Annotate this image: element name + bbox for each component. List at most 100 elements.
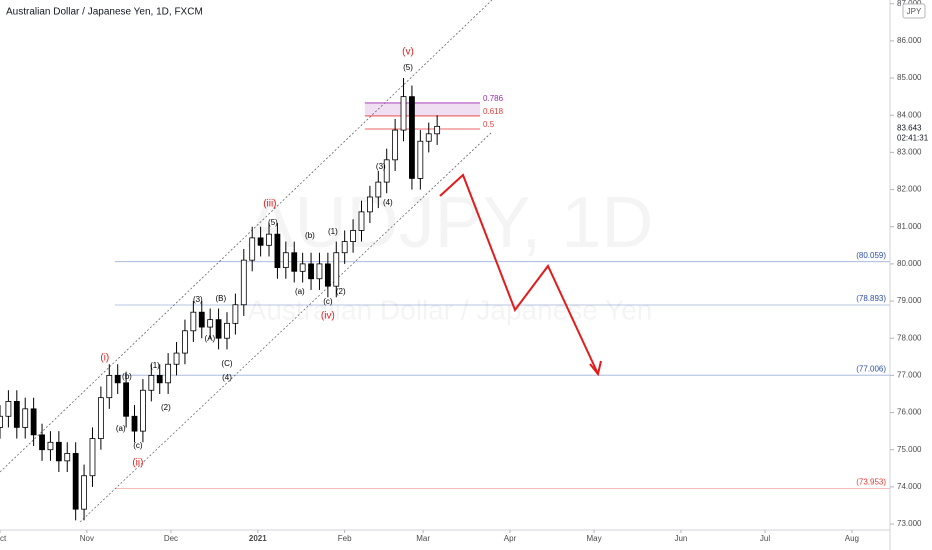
candle-body [207,319,214,328]
countdown: 02:41:31 [897,134,929,143]
wave-label: (5) [403,63,413,72]
x-tick-label: Feb [338,534,352,543]
currency-label: JPY [907,7,922,16]
y-tick-label: 76.000 [897,408,922,417]
candle-body [249,237,256,261]
level-label: (77.006) [856,364,886,373]
candle-body [266,233,272,246]
wave-label: (v) [402,47,414,58]
level-label: (73.953) [856,478,886,487]
candle-body [375,181,382,198]
annotation-layer: (v)(5)(iii)(5)(b) (1)(a)(c)(2)(iv)(3)(4)(… [100,47,413,469]
candle-body [224,322,230,339]
candle-body [89,438,96,477]
candle-body [434,125,441,135]
candle-body [64,453,71,462]
y-tick-label: 81.000 [897,222,922,231]
candle-body [417,140,424,179]
candle-body [366,196,373,213]
candle-body [13,401,20,428]
candle-body [97,397,104,439]
candle-body [148,374,155,391]
candle-body [190,311,197,332]
candle-body [173,352,180,365]
candle-body [324,263,331,287]
candle-body [308,263,314,280]
wave-label: (1) [328,227,338,236]
channel-upper [0,0,493,473]
wave-label: (c) [323,297,333,306]
candles-layer [0,78,441,521]
candle-body [215,319,222,339]
candle-body [299,263,306,272]
wave-label: (a) [116,424,126,433]
wave-label: (a) [295,287,305,296]
wave-label: (5) [268,218,278,227]
wave-label: (iv) [321,311,335,322]
wave-label: (4) [222,373,232,382]
candle-body [291,252,298,272]
watermark: AUDJPY, 1D [247,183,654,263]
wave-label: (A) [205,334,216,343]
y-tick-label: 86.000 [897,36,922,45]
x-tick-label: May [587,534,602,543]
candle-body [240,259,247,306]
x-tick-label: 2021 [249,534,267,543]
wave-label: (iii) [263,199,276,210]
candle-body [55,441,62,462]
projection-path [439,173,599,375]
candle-body [333,252,340,287]
x-tick-label: Aug [845,534,859,543]
wave-label: (3) [193,295,203,304]
candle-body [274,233,281,269]
y-tick-label: 79.000 [897,296,922,305]
watermark-subtitle: Australian Dollar / Japanese Yen [248,294,653,325]
x-tick-label: Nov [80,534,94,543]
candle-body [316,263,323,280]
x-tick-label: Mar [416,534,430,543]
y-tick-label: 74.000 [897,482,922,491]
candle-body [282,252,289,269]
candle-body [232,304,239,324]
candle-body [383,159,390,183]
wave-label: (C) [221,359,232,368]
wave-label: (2) [336,287,346,296]
candle-body [182,330,188,354]
x-tick-label: Jul [760,534,770,543]
candle-body [131,415,138,432]
candle-body [5,401,12,417]
y-tick-label: 77.000 [897,370,922,379]
wave-label: (1) [150,361,160,370]
candle-body [350,230,356,242]
y-tick-label: 83.000 [897,147,922,156]
channel-lower [79,131,493,523]
level-label: (80.059) [856,251,886,260]
fib-label: 0.5 [483,120,495,129]
wave-label: (i) [100,353,109,364]
candle-body [341,241,348,254]
candle-body [165,363,172,384]
chart-title: Australian Dollar / Japanese Yen, 1D, FX… [6,7,203,18]
candle-body [425,133,432,142]
wave-label: (2) [161,403,171,412]
candle-body [0,415,3,428]
candle-body [22,408,29,428]
x-tick-label: Apr [504,534,517,543]
level-label: (78.893) [856,294,886,303]
wave-label: (4) [383,198,393,207]
candle-body [39,434,45,451]
candle-body [140,389,146,432]
y-tick-label: 73.000 [897,519,922,528]
candle-body [30,408,37,436]
wave-label: (c) [133,441,143,450]
candle-body [114,374,121,384]
wave-label: (b) [305,231,315,240]
candle-body [123,382,130,417]
currency-badge [902,3,926,19]
wave-label: (ii) [132,458,143,469]
candle-body [400,96,407,131]
candle-body [156,374,163,384]
x-tick-label: Jun [674,534,687,543]
